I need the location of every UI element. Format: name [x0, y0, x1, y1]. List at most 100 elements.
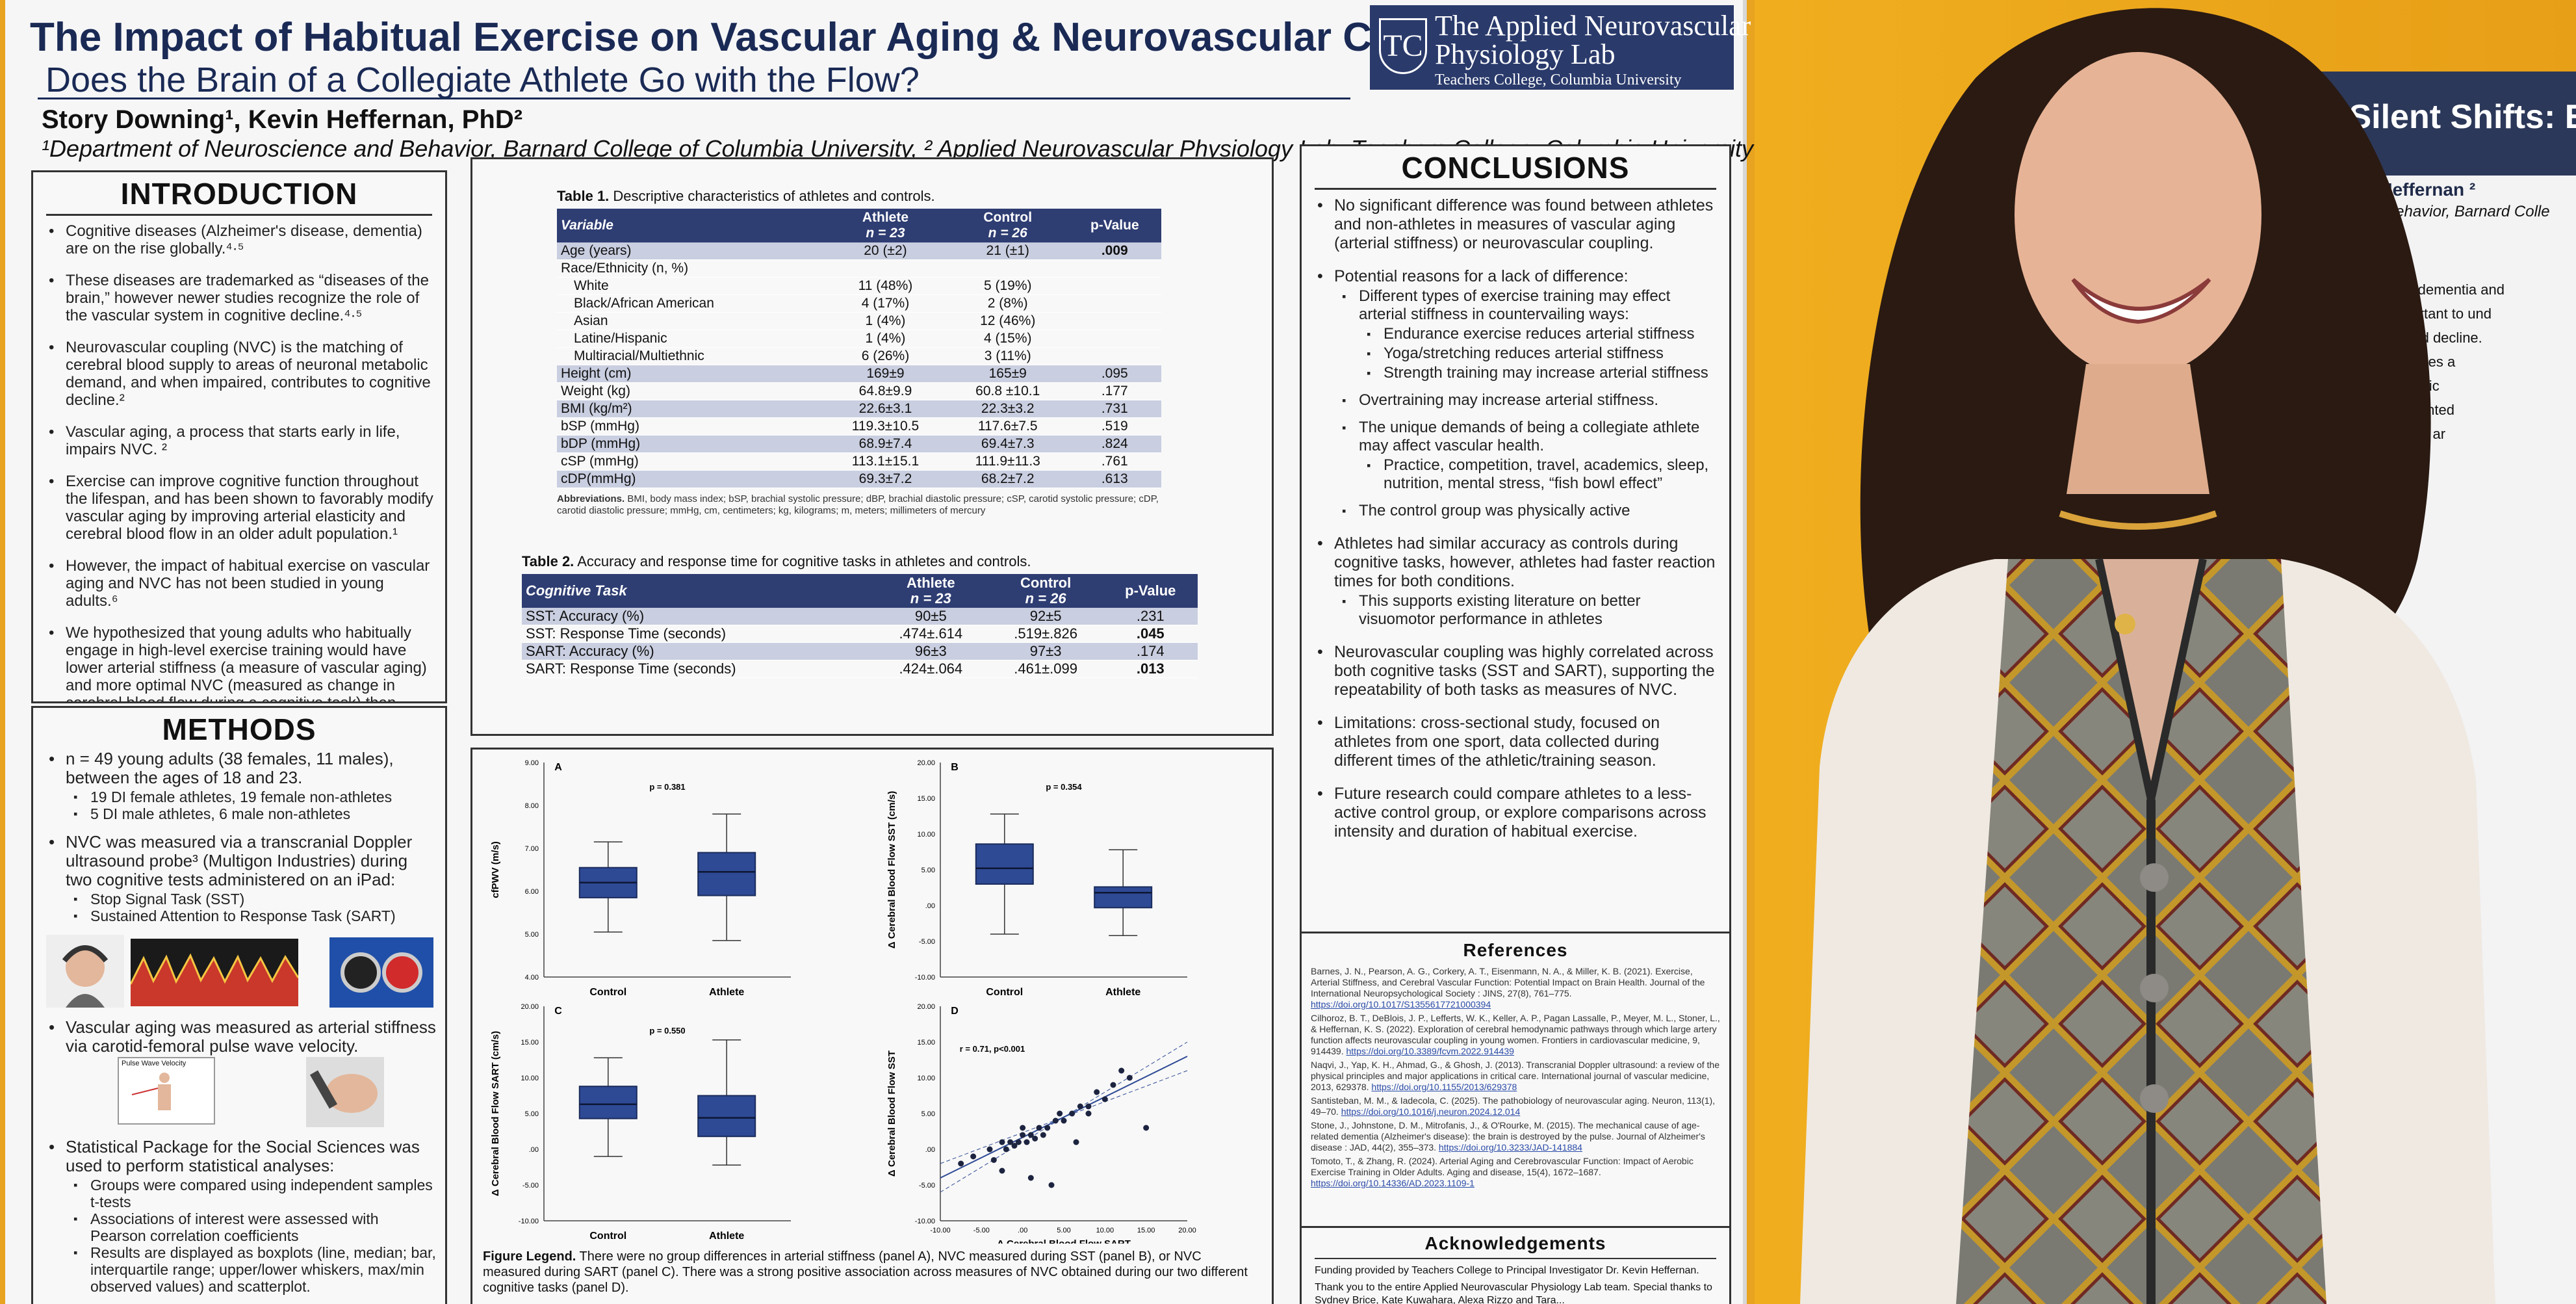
data-point: [1007, 1139, 1014, 1145]
data-point: [958, 1160, 964, 1167]
x-category-label: Athlete: [1105, 987, 1140, 998]
table-cell: .174: [1103, 642, 1198, 660]
table2-header-pvalue: p-Value: [1103, 574, 1198, 608]
acknowledgements-funding: Funding provided by Teachers College to …: [1315, 1265, 1699, 1276]
table-cell: .095: [1068, 365, 1161, 383]
reference-text: Barnes, J. N., Pearson, A. G., Corkery, …: [1311, 966, 1705, 998]
table-row: SART: Response Time (seconds) .424±.064.4…: [522, 660, 1198, 678]
table-row: Age (years) 20 (±2) 21 (±1) .009: [557, 242, 1161, 260]
methods-pwv-text: Vascular aging was measured as arterial …: [66, 1017, 436, 1056]
y-tick-label: 15.00: [917, 795, 935, 803]
table-cell: 4 (17%): [823, 294, 947, 313]
confidence-band: [940, 1070, 1188, 1164]
research-poster: The Impact of Habitual Exercise on Vascu…: [5, 0, 1753, 1304]
panel-label: C: [554, 1006, 562, 1017]
conclusion-visuomotor-sublist: This supports existing literature on bet…: [1334, 592, 1720, 629]
table1-caption: Table 1. Descriptive characteristics of …: [557, 188, 935, 204]
table-cell: 119.3±10.5: [823, 417, 947, 436]
table-cell: .013: [1103, 660, 1198, 678]
table-cell: 22.3±3.2: [947, 400, 1068, 418]
data-point: [1069, 1110, 1075, 1117]
table-row: White 11 (48%) 5 (19%): [557, 277, 1161, 295]
introduction-bullet: However, the impact of habitual exercise…: [46, 557, 436, 610]
conclusion-subbullet: Overtraining may increase arterial stiff…: [1341, 391, 1720, 410]
table-cell: 22.6±3.1: [823, 400, 947, 418]
table-cell: bDP (mmHg): [557, 435, 824, 453]
reference-link[interactable]: https://doi.org/10.1017/S135561772100039…: [1311, 999, 1491, 1010]
table-cell: 12 (46%): [947, 312, 1068, 330]
title-rule: [38, 98, 1350, 99]
p-value-label: p = 0.381: [649, 782, 685, 792]
table-cell: [1068, 294, 1161, 313]
table2-header-control: Control n = 26: [988, 574, 1103, 608]
table-cell: [947, 259, 1068, 278]
table-cell: 68.9±7.4: [823, 435, 947, 453]
conclusions-heading: CONCLUSIONS: [1315, 146, 1716, 190]
y-tick-label: 20.00: [917, 1003, 935, 1011]
table-cell: 90±5: [873, 608, 988, 625]
data-point: [1118, 1067, 1125, 1074]
lab-name-line2: Physiology Lab: [1435, 38, 1616, 70]
references-heading: References: [1463, 940, 1568, 960]
conclusion-subsubbullet: Endurance exercise reduces arterial stif…: [1365, 325, 1720, 343]
data-point: [1085, 1110, 1092, 1117]
data-point: [1027, 1175, 1034, 1181]
table-cell: 60.8 ±10.1: [947, 382, 1068, 400]
reference-link[interactable]: https://doi.org/10.1155/2013/629378: [1371, 1082, 1517, 1092]
methods-stats-text: Statistical Package for the Social Scien…: [66, 1137, 420, 1175]
data-point: [970, 1153, 977, 1160]
table-cell: 2 (8%): [947, 294, 1068, 313]
conclusion-subbullet: The control group was physically active: [1341, 502, 1720, 520]
x-axis-label: Δ Cerebral Blood Flow SART: [997, 1238, 1131, 1244]
x-category-label: Control: [986, 987, 1023, 998]
table-cell: .474±.614: [873, 625, 988, 643]
data-point: [1032, 1136, 1038, 1141]
methods-heading: METHODS: [162, 712, 316, 746]
table-cell: bSP (mmHg): [557, 417, 824, 436]
data-point: [1020, 1125, 1026, 1131]
x-tick-label: -5.00: [973, 1227, 990, 1234]
methods-bullet: Vascular aging was measured as arterial …: [46, 1018, 436, 1056]
reference-text: Tomoto, T., & Zhang, R. (2024). Arterial…: [1311, 1156, 1694, 1177]
reference-link[interactable]: https://doi.org/10.3389/fcvm.2022.914439: [1346, 1046, 1514, 1056]
y-axis-label: cfPWV (m/s): [490, 841, 501, 898]
data-point: [1143, 1125, 1150, 1131]
y-tick-label: 5.00: [921, 1110, 935, 1118]
conclusion-subbullet: The unique demands of being a collegiate…: [1341, 419, 1720, 493]
table-row: SART: Accuracy (%) 96±3 97±3.174: [522, 642, 1198, 660]
table-row: cSP (mmHg) 113.1±15.1 111.9±11.3.761: [557, 452, 1161, 471]
table-cell: Black/African American: [557, 294, 824, 313]
table-row: Weight (kg) 64.8±9.9 60.8 ±10.1.177: [557, 382, 1161, 400]
table-cell: cSP (mmHg): [557, 452, 824, 471]
table-cell: .519±.826: [988, 625, 1103, 643]
data-point: [1094, 1089, 1100, 1095]
conclusion-subsubbullet: Strength training may increase arterial …: [1365, 364, 1720, 382]
reference-link[interactable]: https://doi.org/10.3233/JAD-141884: [1438, 1142, 1582, 1153]
table-row: SST: Accuracy (%) 90±5 92±5.231: [522, 608, 1198, 625]
data-point: [1020, 1132, 1026, 1138]
table-cell: 69.3±7.2: [823, 470, 947, 488]
methods-subbullet: 5 DI male athletes, 6 male non-athletes: [72, 805, 436, 822]
table-cell: 92±5: [988, 608, 1103, 625]
p-value-label: p = 0.354: [1046, 782, 1082, 792]
table1-header-control: Control n = 26: [947, 209, 1068, 242]
data-point: [986, 1146, 993, 1153]
data-point: [1126, 1075, 1133, 1081]
table-row: Height (cm) 169±9 165±9.095: [557, 365, 1161, 383]
reference-link[interactable]: https://doi.org/10.14336/AD.2023.1109-1: [1311, 1178, 1475, 1188]
reference-text: Naqvi, J., Yap, K. H., Ahmad, G., & Ghos…: [1311, 1060, 1720, 1092]
methods-bullet: Statistical Package for the Social Scien…: [46, 1137, 436, 1296]
y-axis-label: Δ Cerebral Blood Flow SST: [886, 1050, 897, 1177]
methods-subbullet: Stop Signal Task (SST): [72, 891, 436, 907]
methods-subbullet: Groups were compared using independent s…: [72, 1177, 436, 1210]
table-cell: .177: [1068, 382, 1161, 400]
y-tick-label: 10.00: [917, 1075, 935, 1082]
x-category-label: Athlete: [709, 1231, 744, 1242]
data-point: [990, 1157, 997, 1163]
table-cell: [1068, 347, 1161, 365]
table-row: Asian 1 (4%) 12 (46%): [557, 312, 1161, 330]
conclusion-bullet: Potential reasons for a lack of differen…: [1315, 267, 1720, 520]
table-cell: [823, 259, 947, 278]
pwv-images: Pulse Wave Velocity: [46, 1057, 445, 1130]
reference-link[interactable]: https://doi.org/10.1016/j.neuron.2024.12…: [1341, 1106, 1521, 1117]
